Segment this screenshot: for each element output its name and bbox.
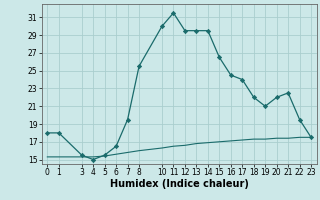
- X-axis label: Humidex (Indice chaleur): Humidex (Indice chaleur): [110, 179, 249, 189]
